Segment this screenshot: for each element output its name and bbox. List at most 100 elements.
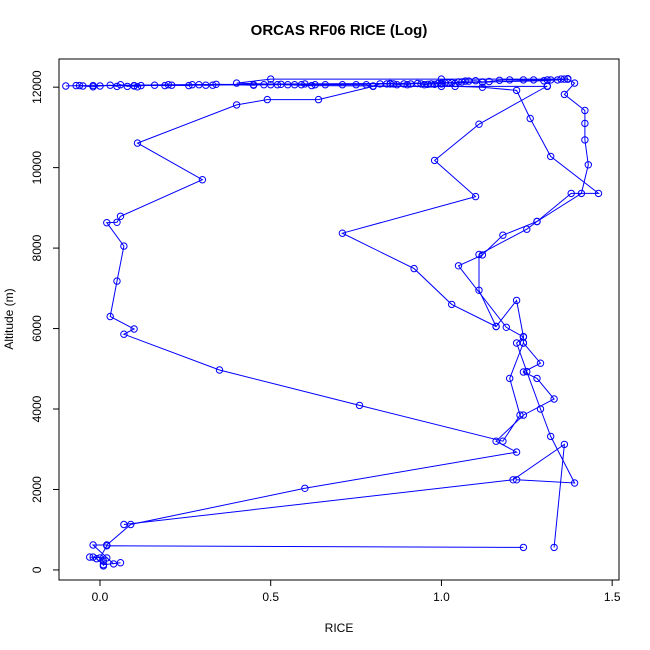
data-point — [249, 81, 258, 89]
data-point — [550, 395, 558, 403]
data-point — [267, 75, 275, 83]
x-axis-label: RICE — [325, 621, 354, 635]
data-point — [137, 81, 145, 90]
data-point — [492, 322, 500, 331]
data-point — [485, 77, 493, 86]
x-tick-label: 1.5 — [604, 590, 621, 604]
data-point — [454, 262, 463, 270]
data-point — [499, 437, 507, 445]
data-point — [79, 82, 87, 90]
y-axis: 0 2000 4000 6000 8000 10000 12000 — [30, 70, 60, 573]
data-point — [499, 231, 507, 239]
data-point — [232, 101, 241, 109]
data-point — [581, 136, 589, 144]
plot-frame — [58, 58, 620, 581]
data-point — [150, 81, 159, 89]
y-tick-label: 8000 — [30, 234, 44, 261]
data-point — [512, 476, 521, 484]
data-point — [92, 555, 101, 563]
data-point — [198, 176, 207, 184]
y-tick-label: 12000 — [30, 70, 44, 104]
data-point — [130, 82, 138, 90]
data-point — [89, 83, 97, 91]
data-point — [475, 120, 483, 128]
data-point — [437, 80, 446, 88]
data-point — [529, 76, 538, 84]
y-tick-label: 4000 — [30, 395, 44, 422]
data-point — [133, 83, 142, 91]
data-point — [570, 79, 579, 87]
data-point — [113, 82, 121, 91]
data-point — [512, 86, 521, 95]
data-point — [308, 81, 316, 90]
series-line-5 — [236, 78, 600, 484]
series-line-6 — [105, 85, 548, 442]
data-point — [389, 80, 398, 88]
data-point — [109, 560, 118, 568]
data-point — [403, 81, 411, 89]
data-point — [451, 79, 459, 88]
data-point — [263, 95, 271, 104]
data-point — [519, 339, 528, 347]
data-point — [550, 543, 558, 552]
series-line-4 — [123, 443, 566, 548]
data-point — [338, 81, 347, 89]
data-point — [96, 82, 104, 90]
data-point — [560, 90, 569, 99]
data-point — [448, 300, 456, 309]
data-point — [434, 79, 442, 88]
data-point — [523, 367, 531, 376]
data-point — [369, 82, 377, 90]
data-point — [410, 264, 418, 273]
data-point — [413, 79, 422, 88]
x-tick-label: 1.0 — [433, 590, 450, 604]
series-line-7 — [340, 85, 548, 327]
data-point — [570, 479, 579, 487]
data-point — [311, 81, 319, 89]
data-point — [506, 76, 514, 84]
data-point — [536, 405, 545, 413]
data-point — [536, 359, 545, 367]
data-point — [594, 189, 603, 198]
data-point — [547, 152, 555, 161]
series-line-3 — [99, 545, 524, 566]
data-point — [478, 83, 487, 91]
data-point — [215, 366, 224, 374]
data-point — [116, 559, 125, 567]
data-point — [120, 330, 128, 338]
y-axis-label: Altitude (m) — [2, 288, 16, 349]
data-point — [103, 542, 111, 550]
data-point — [106, 312, 114, 321]
data-point — [62, 82, 70, 90]
data-point — [120, 242, 128, 250]
data-point — [547, 432, 555, 441]
x-tick-label: 0.0 — [92, 590, 109, 604]
data-point — [103, 219, 111, 227]
data-point — [526, 114, 534, 123]
data-point — [519, 76, 528, 84]
data-point — [461, 77, 469, 85]
data-point — [120, 520, 128, 529]
data-point — [471, 192, 480, 201]
data-point — [543, 76, 551, 84]
data-point — [212, 80, 220, 89]
data-point — [495, 76, 504, 85]
data-point — [393, 81, 401, 89]
data-point — [475, 286, 483, 294]
data-point — [567, 189, 575, 198]
data-point — [430, 156, 439, 165]
data-point — [106, 81, 114, 89]
data-point — [533, 374, 541, 383]
data-point — [560, 440, 569, 449]
data-point — [301, 484, 309, 492]
data-point — [116, 81, 125, 89]
x-tick-label: 0.5 — [262, 590, 279, 604]
data-point — [130, 325, 138, 333]
data-point — [113, 277, 121, 285]
data-point — [553, 76, 562, 84]
data-point — [99, 562, 108, 570]
data-point — [185, 81, 193, 90]
data-point — [133, 139, 142, 147]
data-point — [321, 81, 329, 89]
